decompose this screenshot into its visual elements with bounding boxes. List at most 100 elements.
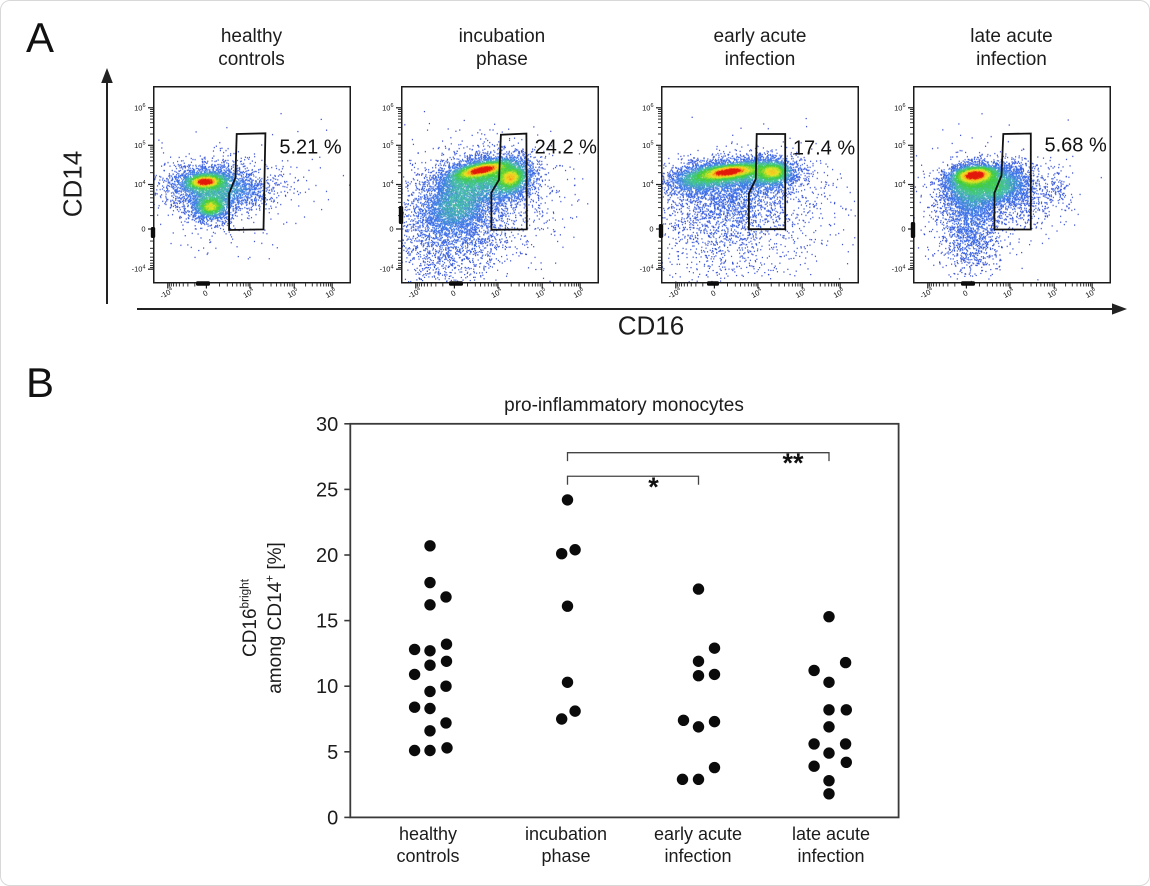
flow-density-cloud-2 [661,85,859,283]
flow-plot-frame-2: 106 105 104 0 -104 -104 0 104 105 106 [640,85,859,300]
axis-clamp-mark [658,223,664,238]
flow-x-tick-label: 0 [201,288,209,298]
dot-plot-y-tick-label: 25 [316,479,338,501]
flow-plot-frame-1: 106 105 104 0 -104 -104 0 104 105 106 [380,85,600,300]
data-dot [408,744,421,757]
data-dot [823,721,835,733]
flow-plot-title-late-acute-infection: late acute infection [970,26,1053,70]
flow-y-tick-label: 0 [141,224,145,233]
data-dot [840,704,852,716]
flow-y-tick-label: 105 [134,140,145,149]
flow-y-tick-label: 0 [649,224,653,233]
flow-x-tick-label: 0 [450,288,458,298]
cd16-axis-arrowhead-icon [1112,303,1127,315]
flow-plot-0: 106 105 104 0 -104 -104 0 104 105 106 [131,85,351,300]
axis-clamp-mark [910,221,915,238]
category-label-late-acute-infection: late acute infection [791,824,871,866]
data-dot [823,676,835,688]
flow-plot-title-incubation-phase: incubation phase [458,26,546,70]
data-dot [424,576,436,589]
cd14-axis-arrowhead-icon [101,68,113,83]
data-dot [561,494,574,506]
flow-x-tick-label: 105 [1045,286,1059,299]
flow-y-tick-label: -104 [891,264,905,273]
data-dot [440,717,452,729]
data-dot [677,714,690,727]
data-dot [569,544,581,556]
flow-plot-title-healthy-controls: healthy controls [218,26,285,70]
flow-plot-2: 106 105 104 0 -104 -104 0 104 105 106 [640,85,859,300]
flow-x-tick-label: 0 [709,288,717,298]
gate-percent-incubation-phase: 24.2 % [534,136,597,159]
axis-clamp-mark [150,226,155,238]
data-dot [808,738,820,750]
data-dot [692,721,705,733]
flow-plot-frame-0: 106 105 104 0 -104 -104 0 104 105 106 [131,85,351,300]
axis-clamp-mark [449,280,464,286]
data-dot [692,670,705,682]
gate-polygon-0 [227,131,266,231]
flow-x-tick-label: 104 [490,286,504,299]
data-dot [440,680,452,692]
gate-percent-late-acute-infection: 5.68 % [1044,134,1107,157]
data-dot [692,655,705,667]
flow-y-tick-label: 106 [642,103,653,112]
flow-plot-frame-3: 106 105 104 0 -104 -104 0 104 105 106 [891,85,1111,300]
data-dot [708,715,721,728]
gate-percent-healthy-controls: 5.21 % [279,136,342,158]
flow-x-tick-label: -104 [158,285,175,300]
data-dot [561,676,574,688]
flow-x-tick-label: -104 [407,285,424,300]
data-dot [692,583,705,595]
significance-label: * [648,472,659,502]
category-label-incubation-phase: incubation phase [524,824,608,866]
flow-y-tick-label: 104 [382,179,393,188]
data-dot [424,540,436,552]
data-dot [708,668,721,681]
dot-plot-title: pro-inflammatory monocytes [504,395,744,416]
flow-y-tick-label: 106 [382,103,393,112]
flow-y-tick-label: 104 [894,179,905,188]
flow-y-tick-label: -104 [640,264,654,273]
data-dot [561,600,574,612]
flow-x-tick-label: -104 [666,285,683,300]
flow-plot-title-early-acute-infection: early acute infection [713,26,807,70]
data-dot [808,760,820,772]
flow-y-tick-label: 105 [642,140,653,149]
data-dot [556,713,568,725]
data-dot [823,774,835,787]
flow-x-tick-label: 106 [572,286,586,299]
data-dot [424,659,436,671]
flow-x-tick-label: 104 [749,286,763,299]
data-dot [440,655,453,667]
significance-bracket [566,475,700,485]
panel-a-label: A [26,14,55,61]
data-dot [840,756,852,768]
flow-x-tick-label: 106 [832,286,846,299]
gate-polygon-3 [993,132,1032,230]
flow-y-tick-label: 104 [134,179,145,188]
dot-plot-y-tick-label: 20 [316,545,338,567]
data-dot [408,701,421,713]
data-dot [692,773,705,786]
flow-x-tick-label: -104 [918,285,935,300]
data-dot [424,725,436,737]
data-dot [424,645,436,657]
dot-plot-y-tick-label: 10 [316,676,338,698]
data-dot [676,773,689,786]
data-dot [808,664,820,677]
dot-plot-y-tick-label: 5 [327,742,338,764]
axis-clamp-mark [707,280,719,286]
data-dot [440,591,452,603]
axis-clamp-mark [195,280,210,286]
data-dot [408,668,421,681]
axis-clamp-mark [960,280,975,286]
flow-y-tick-label: 106 [894,103,905,112]
flow-x-tick-label: 106 [323,286,337,299]
dot-plot-y-tick-label: 30 [316,414,338,436]
flow-density-cloud-1 [401,85,600,283]
data-dot [823,704,835,716]
